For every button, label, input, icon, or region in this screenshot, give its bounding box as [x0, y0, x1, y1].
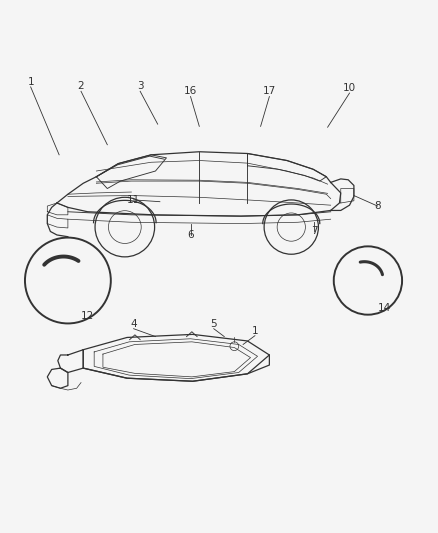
Text: 4: 4	[130, 319, 137, 329]
Text: 5: 5	[210, 319, 217, 329]
Text: 1: 1	[251, 326, 258, 336]
Text: 3: 3	[137, 81, 144, 91]
Text: 14: 14	[378, 303, 391, 313]
Text: 12: 12	[81, 311, 94, 320]
Text: 16: 16	[184, 86, 197, 96]
Text: 17: 17	[263, 86, 276, 96]
Text: 11: 11	[127, 195, 140, 205]
Text: 6: 6	[187, 230, 194, 240]
Text: 2: 2	[78, 81, 85, 91]
Text: 8: 8	[374, 201, 381, 211]
Text: 7: 7	[311, 227, 318, 237]
Text: 10: 10	[343, 83, 356, 93]
Text: 1: 1	[27, 77, 34, 87]
